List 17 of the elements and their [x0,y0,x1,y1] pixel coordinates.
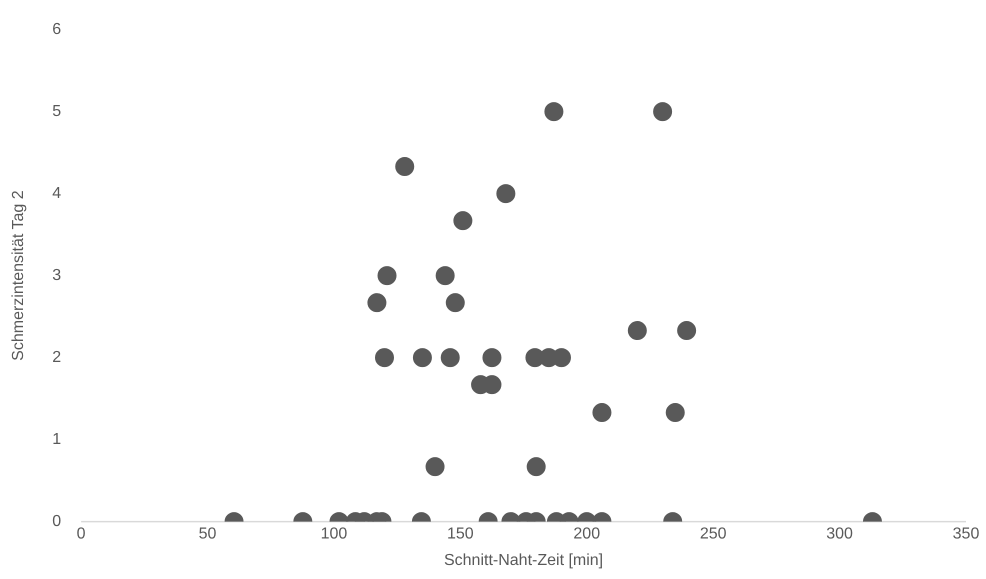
y-axis-title: Schmerzintensität Tag 2 [10,190,28,361]
x-tick-label: 300 [826,526,854,543]
x-tick-label: 150 [446,526,474,543]
x-tick-label: 350 [952,526,980,543]
x-tick-label: 250 [700,526,727,543]
y-tick-label: 5 [52,103,62,120]
y-tick-label: 2 [52,349,62,366]
y-tick-label: 1 [52,431,62,448]
x-tick-label: 0 [76,526,86,543]
x-tick-label: 50 [198,526,217,543]
x-axis-title: Schnitt-Naht-Zeit [min] [444,552,604,569]
y-tick-label: 0 [52,513,62,530]
x-tick-label: 100 [320,526,348,543]
y-tick-label: 4 [52,185,62,202]
x-tick-label: 200 [573,526,600,543]
y-tick-label: 6 [52,21,62,38]
y-tick-label: 3 [52,267,62,284]
